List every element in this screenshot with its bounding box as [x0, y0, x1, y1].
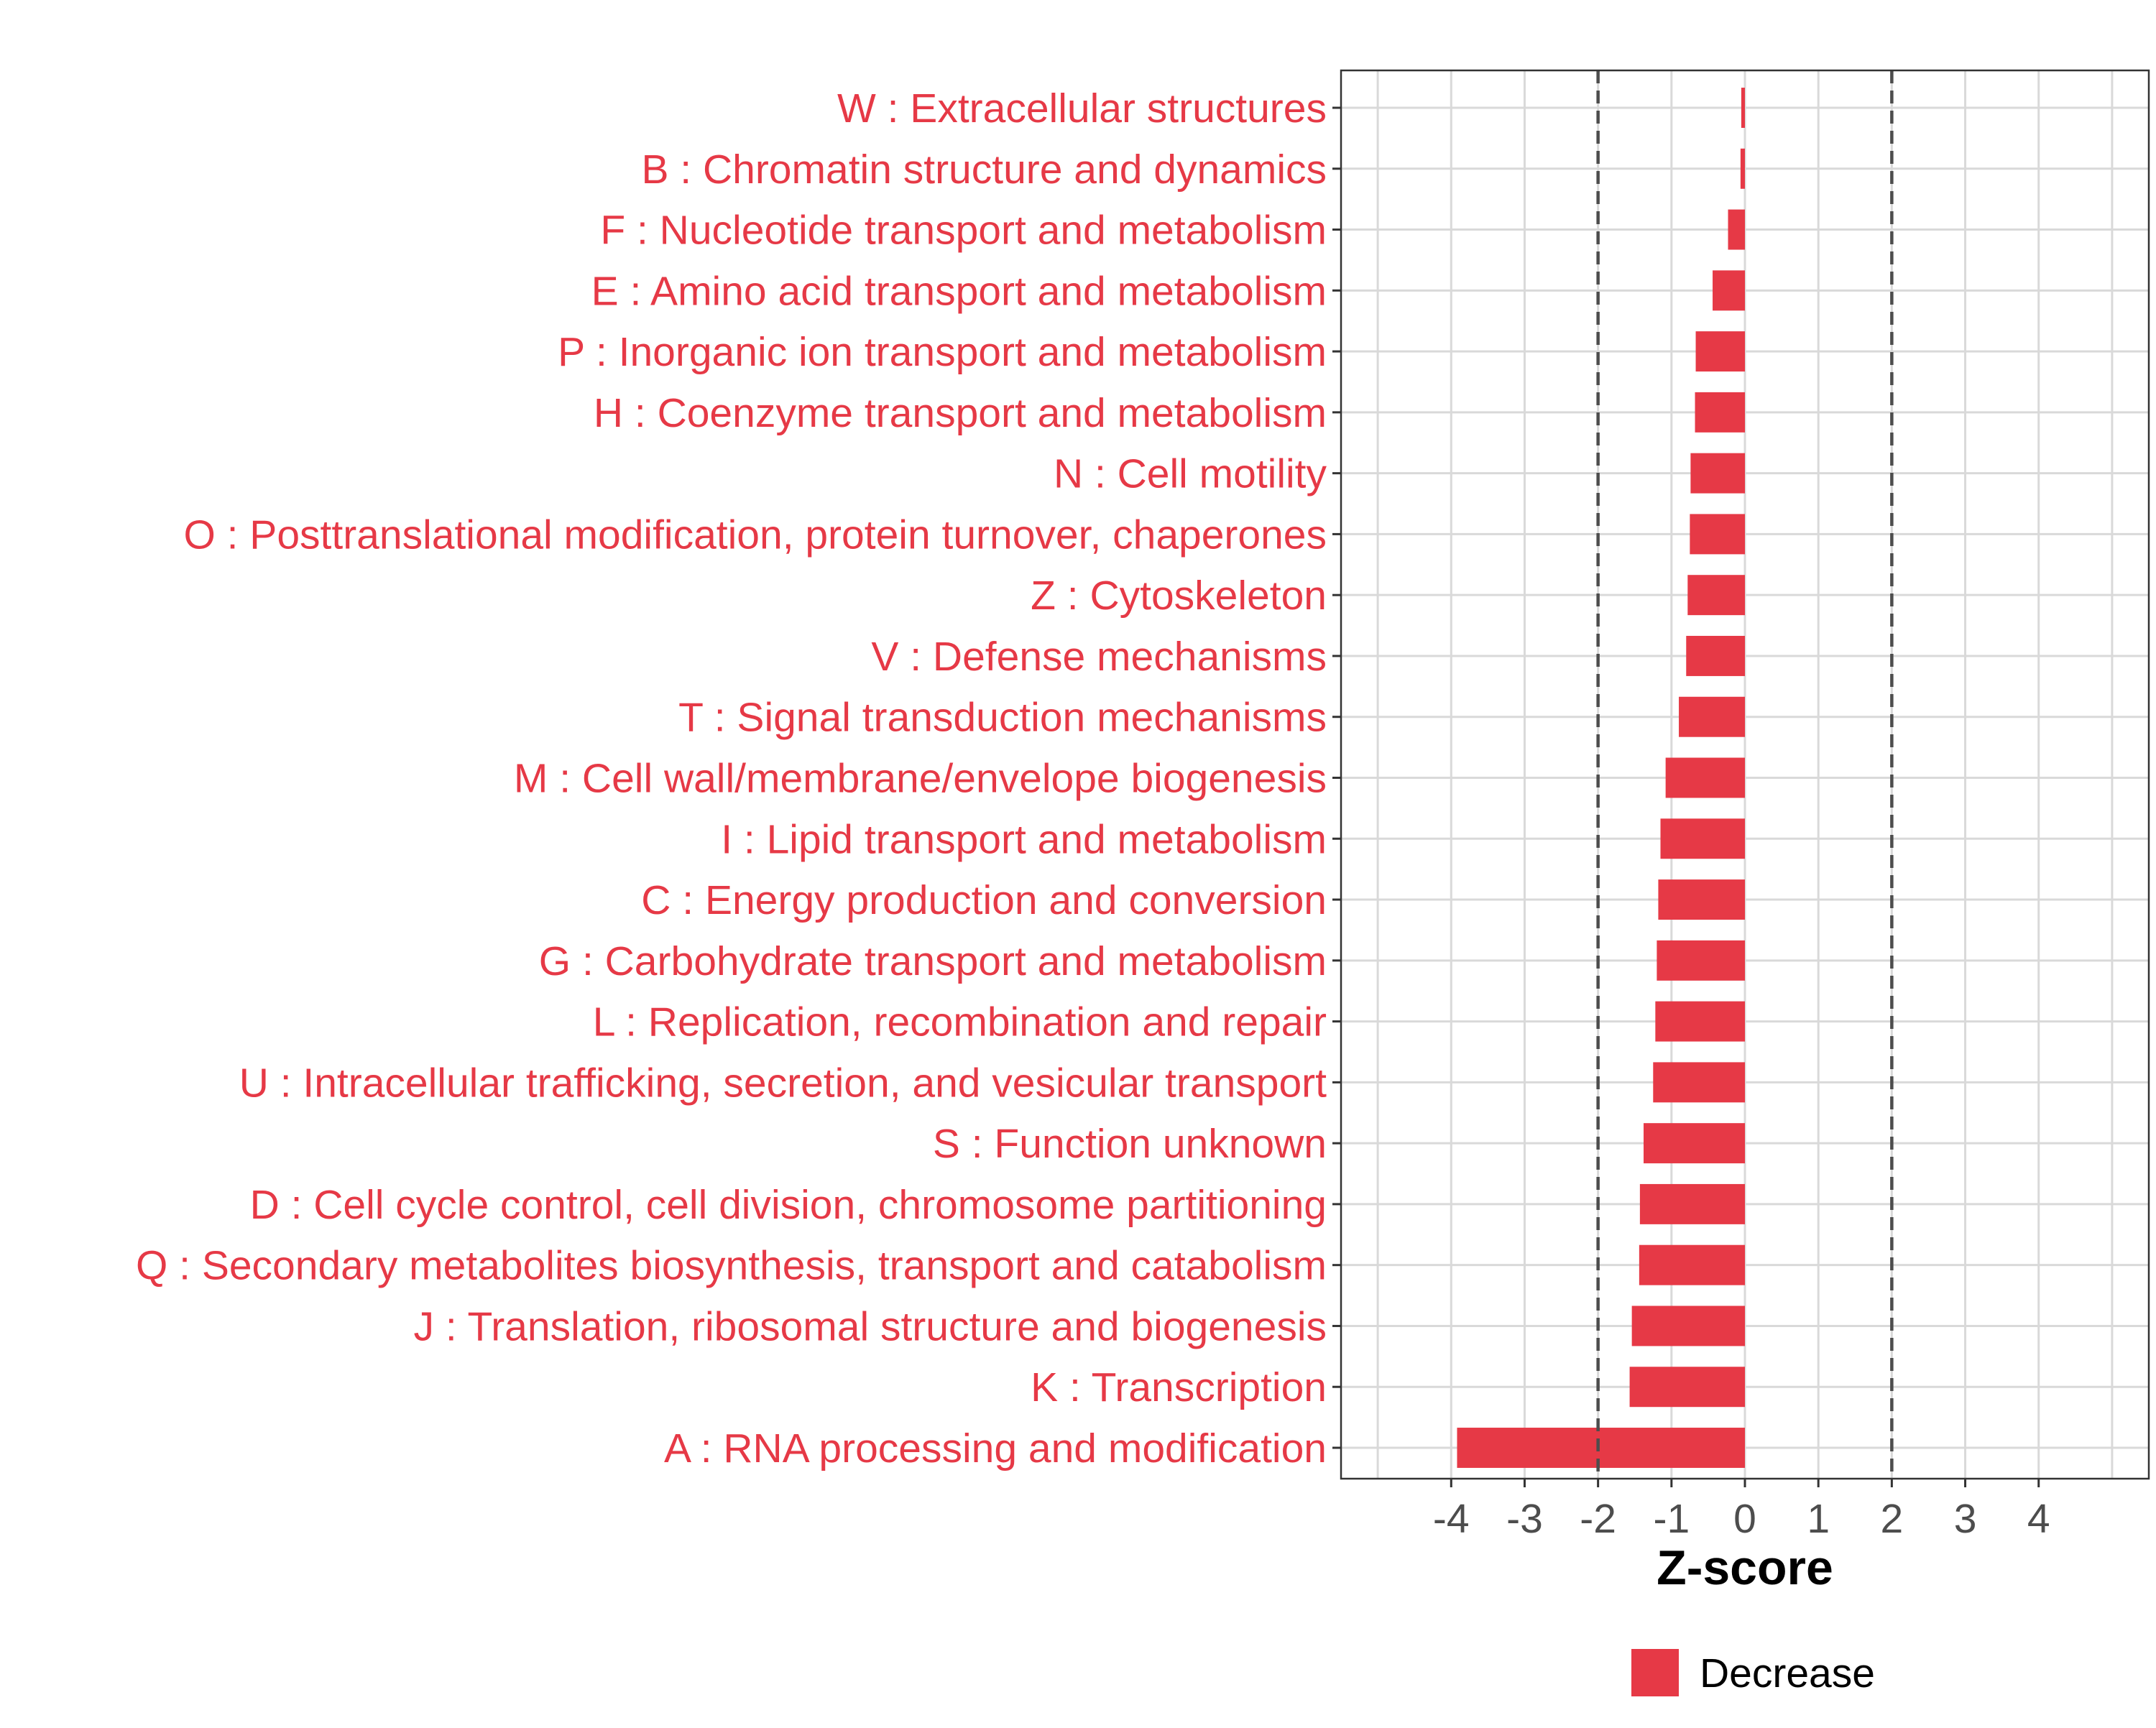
x-tick-label: 1 [1807, 1496, 1830, 1542]
category-label: K : Transcription [1031, 1364, 1327, 1410]
y-axis: W : Extracellular structures B : Chromati… [136, 86, 1341, 1471]
bar [1631, 1306, 1745, 1346]
bar [1686, 635, 1745, 676]
bar-layer [1457, 88, 1745, 1468]
x-tick-label: -2 [1580, 1496, 1616, 1542]
category-label: H : Coenzyme transport and metabolism [594, 390, 1327, 436]
category-label: U : Intracellular trafficking, secretion… [239, 1060, 1327, 1106]
x-tick-label: 0 [1733, 1496, 1756, 1542]
category-label: Z : Cytoskeleton [1031, 573, 1327, 619]
bar [1679, 696, 1745, 737]
category-label: G : Carbohydrate transport and metabolis… [539, 938, 1327, 984]
category-label: B : Chromatin structure and dynamics [641, 147, 1327, 193]
category-label: J : Translation, ribosomal structure and… [414, 1303, 1327, 1349]
bar [1695, 331, 1745, 372]
bar [1728, 209, 1745, 250]
category-label: I : Lipid transport and metabolism [721, 816, 1327, 862]
category-label: V : Defense mechanisms [871, 634, 1327, 680]
category-label: D : Cell cycle control, cell division, c… [250, 1182, 1327, 1228]
x-tick-label: -4 [1433, 1496, 1470, 1542]
legend: Decrease [1631, 1649, 1875, 1696]
bar [1657, 940, 1745, 981]
category-label: Q : Secondary metabolites biosynthesis, … [136, 1243, 1327, 1289]
bar [1660, 818, 1745, 859]
bar [1690, 514, 1745, 555]
category-label: P : Inorganic ion transport and metaboli… [558, 329, 1327, 375]
bar [1653, 1062, 1745, 1103]
x-tick-label: 4 [2027, 1496, 2050, 1542]
category-label: W : Extracellular structures [837, 86, 1327, 131]
x-tick-label: 3 [1954, 1496, 1977, 1542]
category-label: C : Energy production and conversion [641, 877, 1327, 923]
category-label: O : Posttranslational modification, prot… [183, 512, 1327, 558]
bar [1655, 1001, 1745, 1042]
category-label: F : Nucleotide transport and metabolism [600, 208, 1327, 254]
x-axis-title: Z-score [1657, 1540, 1833, 1595]
legend-swatch-decrease [1631, 1649, 1679, 1696]
bar [1629, 1367, 1745, 1408]
category-label: S : Function unknown [933, 1121, 1327, 1167]
bar [1665, 757, 1745, 798]
bar [1690, 453, 1745, 494]
bar [1639, 1244, 1745, 1285]
category-label: M : Cell wall/membrane/envelope biogenes… [514, 756, 1327, 802]
reference-line-layer [1596, 70, 1894, 1479]
x-axis: -4 -3 -2 -1 0 1 2 3 4 [1433, 1479, 2050, 1542]
bar [1643, 1123, 1745, 1164]
x-tick-label: 2 [1881, 1496, 1904, 1542]
bar [1713, 270, 1745, 311]
category-label: T : Signal transduction mechanisms [678, 695, 1327, 741]
category-label: N : Cell motility [1054, 451, 1327, 497]
bar [1740, 148, 1745, 189]
bar [1639, 1183, 1745, 1224]
bar [1741, 88, 1745, 128]
x-tick-label: -1 [1653, 1496, 1690, 1542]
x-tick-label: -3 [1506, 1496, 1543, 1542]
bar [1457, 1428, 1745, 1468]
category-label: A : RNA processing and modification [664, 1426, 1327, 1471]
bar [1658, 879, 1745, 920]
bar [1687, 575, 1745, 616]
category-label: L : Replication, recombination and repai… [593, 999, 1327, 1045]
bar [1695, 392, 1745, 433]
legend-label-decrease: Decrease [1700, 1650, 1875, 1696]
category-label: E : Amino acid transport and metabolism [591, 268, 1327, 314]
